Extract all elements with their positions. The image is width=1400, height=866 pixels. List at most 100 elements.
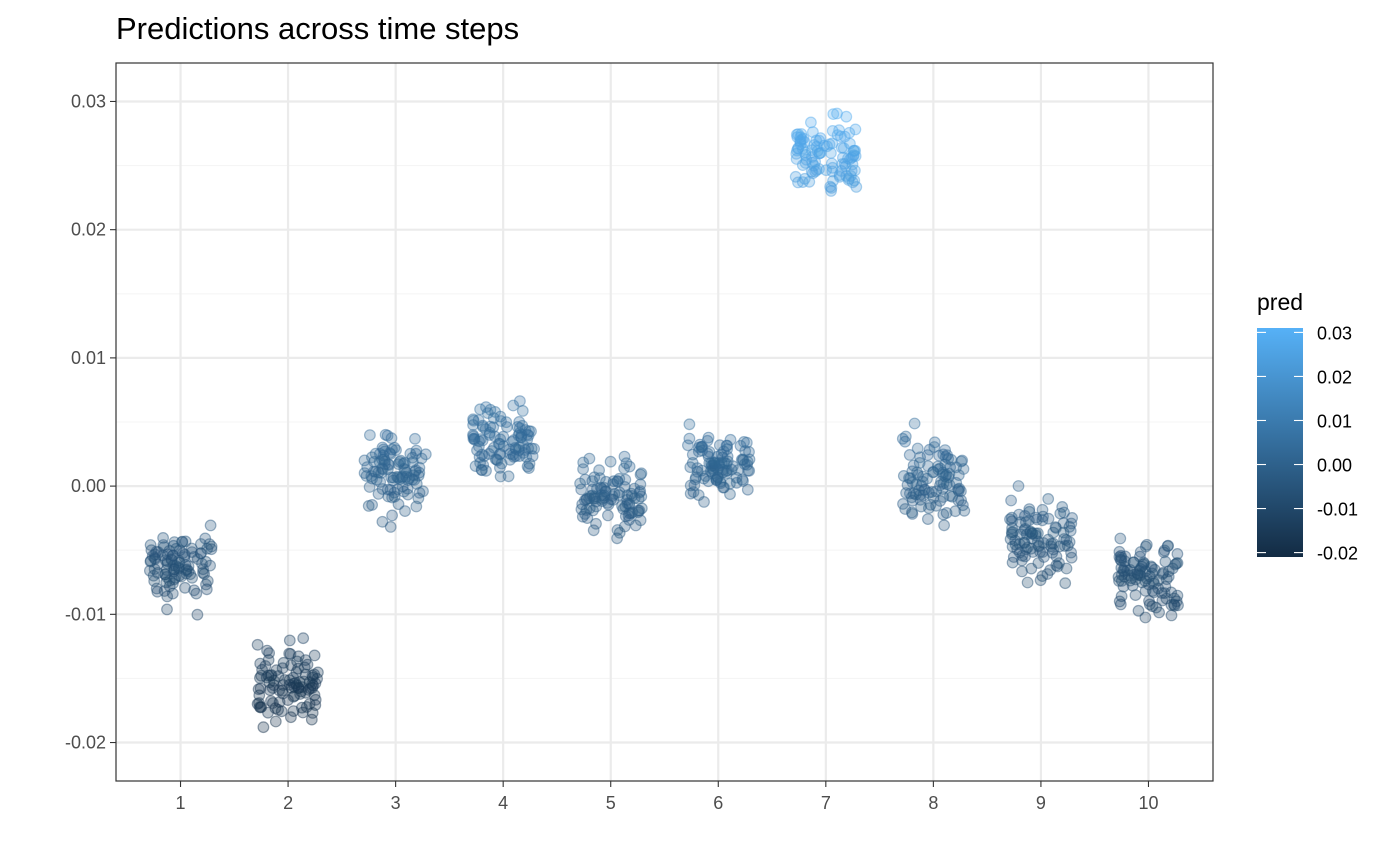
- data-point: [1134, 563, 1147, 575]
- data-point: [707, 456, 720, 469]
- data-point: [796, 176, 809, 189]
- data-point: [157, 539, 170, 551]
- data-point: [944, 489, 956, 502]
- data-point: [150, 582, 163, 595]
- data-point: [595, 489, 608, 502]
- data-point: [792, 176, 804, 189]
- data-point: [1126, 579, 1139, 592]
- data-point: [579, 508, 591, 520]
- data-point: [826, 165, 839, 178]
- data-point: [273, 684, 286, 697]
- data-point: [304, 682, 317, 695]
- data-point: [386, 443, 398, 456]
- data-point: [589, 492, 602, 505]
- data-point: [837, 151, 849, 164]
- data-point: [1065, 551, 1078, 564]
- data-point: [146, 550, 159, 562]
- data-point: [842, 152, 854, 165]
- data-point: [368, 465, 380, 478]
- data-point: [487, 421, 500, 434]
- data-point: [175, 570, 188, 583]
- data-point: [633, 504, 646, 517]
- data-point: [306, 669, 319, 682]
- data-point: [1013, 538, 1026, 550]
- data-point: [727, 460, 739, 473]
- data-point: [792, 142, 804, 155]
- data-point: [151, 585, 164, 598]
- data-point: [927, 491, 940, 504]
- data-point: [813, 163, 825, 175]
- data-point: [406, 451, 419, 464]
- data-point: [718, 481, 730, 494]
- legend-tick-label: 0.01: [1317, 411, 1352, 431]
- data-point: [476, 448, 489, 461]
- data-point: [930, 499, 942, 512]
- data-point: [167, 559, 180, 572]
- data-point: [1031, 513, 1043, 526]
- data-point: [1148, 577, 1160, 590]
- data-point: [1113, 545, 1126, 558]
- data-point: [501, 421, 513, 433]
- data-point: [372, 466, 385, 479]
- data-point: [847, 149, 860, 162]
- data-point: [799, 146, 812, 159]
- data-point: [901, 479, 914, 491]
- data-point: [899, 430, 912, 443]
- data-point: [261, 644, 274, 657]
- data-point: [933, 449, 946, 462]
- data-point: [1160, 592, 1173, 605]
- data-point: [921, 449, 934, 462]
- data-point: [410, 444, 423, 457]
- data-point: [792, 142, 805, 154]
- data-point: [386, 491, 399, 504]
- data-point: [288, 681, 301, 693]
- data-point: [491, 454, 504, 467]
- data-point: [810, 140, 823, 153]
- data-point: [717, 481, 730, 494]
- data-point: [194, 538, 207, 550]
- data-point: [1159, 580, 1172, 593]
- data-point: [701, 447, 714, 460]
- data-point: [713, 459, 726, 472]
- data-point: [394, 454, 407, 467]
- data-point: [163, 574, 176, 587]
- data-point: [502, 470, 515, 483]
- data-point: [391, 483, 404, 496]
- x-axis: 1 2 3 4 5 6 7 8 9 10: [176, 781, 1158, 813]
- data-point: [706, 459, 719, 472]
- data-point: [808, 139, 821, 151]
- data-point: [903, 449, 916, 461]
- data-point: [620, 457, 633, 470]
- data-point: [703, 446, 716, 458]
- data-point: [144, 555, 157, 568]
- data-point: [1162, 539, 1174, 552]
- data-point: [1158, 544, 1171, 557]
- data-point: [306, 682, 319, 694]
- data-point: [516, 405, 529, 417]
- data-point: [1121, 564, 1134, 577]
- data-point: [520, 451, 533, 463]
- data-point: [265, 669, 278, 681]
- data-point: [515, 431, 528, 444]
- data-point: [172, 554, 185, 567]
- data-point: [611, 475, 624, 487]
- data-point: [634, 478, 647, 491]
- data-point: [686, 457, 699, 469]
- data-point: [522, 429, 535, 442]
- data-point: [1032, 540, 1045, 553]
- data-point: [1129, 573, 1142, 586]
- data-point: [382, 483, 394, 496]
- data-point: [306, 671, 319, 684]
- data-point: [838, 157, 851, 170]
- data-point: [515, 428, 528, 441]
- data-point: [1171, 548, 1184, 560]
- data-point: [1053, 557, 1065, 569]
- data-point: [907, 487, 920, 500]
- x-tick-label: 2: [283, 793, 293, 813]
- data-point: [1117, 580, 1130, 593]
- data-point: [848, 144, 861, 157]
- data-point: [837, 142, 850, 155]
- data-point: [613, 526, 626, 539]
- data-point: [1134, 546, 1147, 558]
- data-point: [914, 493, 927, 506]
